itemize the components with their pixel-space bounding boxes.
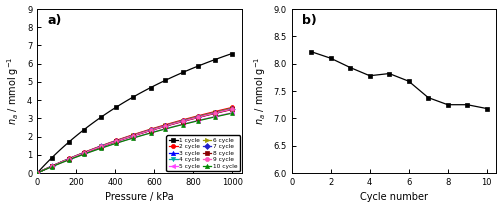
Y-axis label: $n_a$ / mmol g$^{-1}$: $n_a$ / mmol g$^{-1}$ (252, 57, 268, 125)
X-axis label: Cycle number: Cycle number (359, 192, 427, 202)
Text: b): b) (302, 14, 316, 27)
Text: a): a) (47, 14, 62, 27)
Legend: 1 cycle, 2 cycle, 3 cycle, 4 cycle, 5 cycle, 6 cycle, 7 cycle, 8 cycle, 9 cycle,: 1 cycle, 2 cycle, 3 cycle, 4 cycle, 5 cy… (166, 135, 239, 171)
X-axis label: Pressure / kPa: Pressure / kPa (105, 192, 173, 202)
Y-axis label: $n_a$ / mmol g$^{-1}$: $n_a$ / mmol g$^{-1}$ (6, 57, 22, 125)
